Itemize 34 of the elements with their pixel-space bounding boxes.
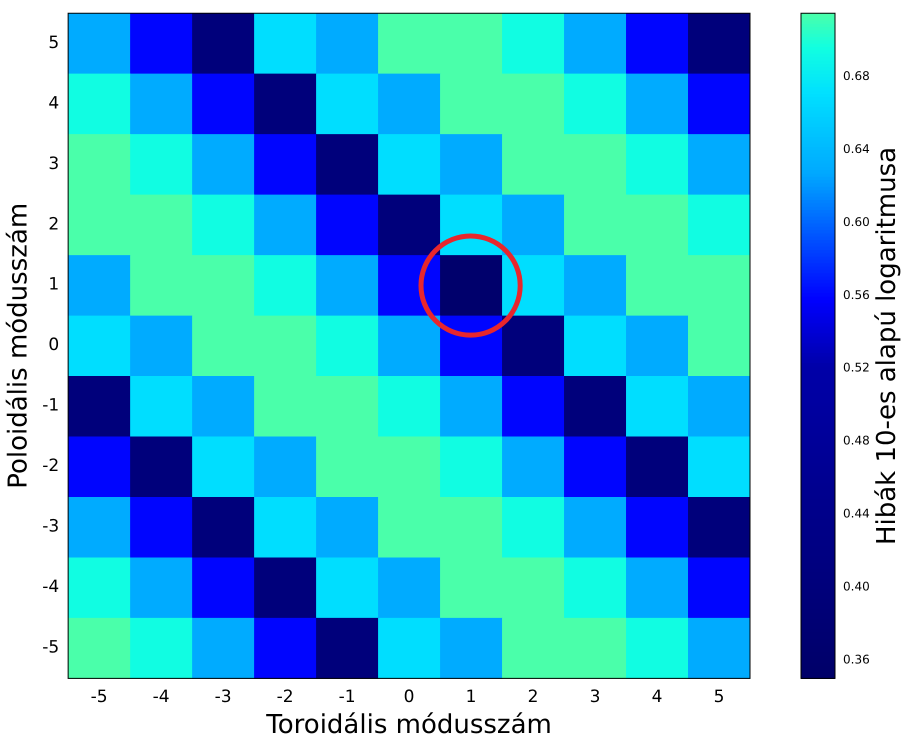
y-tick-label: 4	[48, 93, 60, 114]
x-tick-label: 3	[590, 687, 600, 708]
y-tick-label: 2	[48, 214, 60, 234]
color-bar-label: 0.44	[843, 506, 870, 521]
y-tick-label: -5	[42, 638, 60, 658]
color-bar-label: 0.64	[843, 142, 870, 156]
x-tick-label: -3	[214, 687, 232, 708]
y-tick-label: 0	[48, 335, 60, 356]
x-tick-label: -2	[276, 687, 294, 708]
x-tick-label: 2	[528, 687, 538, 708]
x-tick-label: 0	[404, 687, 414, 708]
color-bar-label: 0.52	[843, 360, 870, 375]
x-tick-label: 5	[714, 687, 724, 708]
y-tick-label: 3	[48, 154, 60, 174]
x-axis-title: Toroidális módusszám	[265, 710, 552, 740]
color-bar-label: 0.40	[843, 579, 870, 594]
y-tick-label: -2	[42, 456, 60, 476]
color-bar-label: 0.36	[843, 652, 870, 666]
color-bar-label: 0.68	[843, 69, 870, 84]
y-tick-label: -4	[42, 577, 60, 598]
x-tick-label: -5	[90, 687, 108, 708]
x-tick-label: 1	[466, 687, 476, 708]
y-tick-label: 1	[48, 274, 60, 295]
color-bar-title: Hibák 10-es alapú logaritmusa	[872, 146, 902, 546]
color-bar-label: 0.56	[843, 288, 870, 302]
color-bar-label: 0.60	[843, 214, 870, 229]
y-axis-title: Poloidális módusszám	[3, 202, 34, 489]
y-tick-label: -3	[42, 516, 60, 537]
y-tick-label: 5	[48, 32, 60, 53]
color-bar-label: 0.48	[843, 434, 870, 448]
y-tick-label: -1	[42, 396, 60, 416]
x-tick-label: -4	[152, 687, 170, 708]
x-tick-label: 4	[652, 687, 662, 708]
x-tick-label: -1	[338, 687, 356, 708]
